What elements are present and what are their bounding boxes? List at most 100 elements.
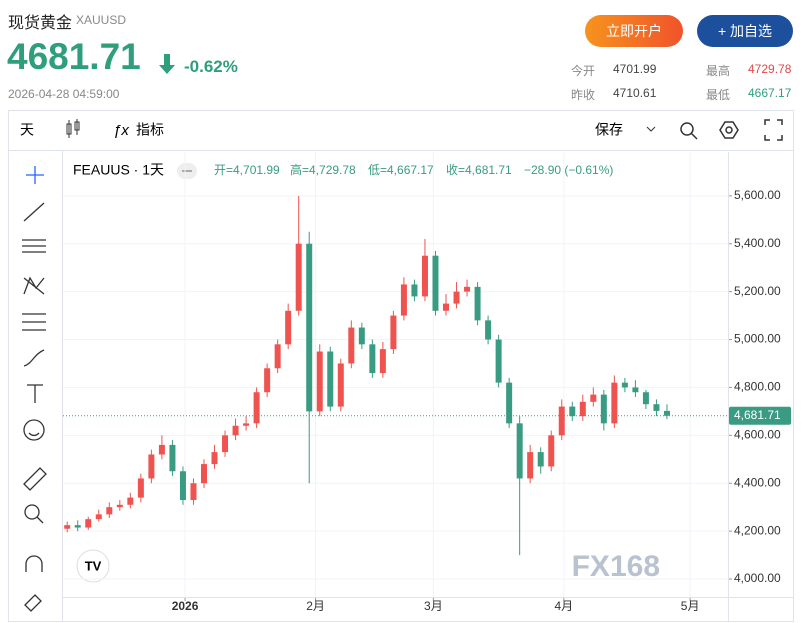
candle-body: [348, 327, 355, 364]
candle-body: [243, 423, 250, 426]
stat-label: 今开: [571, 64, 596, 78]
candle-body: [74, 525, 81, 528]
indicators-button[interactable]: 指标: [136, 122, 164, 138]
candle-body: [506, 382, 513, 424]
ohlc-value: 高=4,729.78: [290, 162, 356, 177]
candle-body: [190, 483, 197, 501]
fx-icon[interactable]: ƒx: [113, 122, 129, 139]
candle-body: [85, 519, 92, 528]
candle-body: [200, 464, 207, 484]
candle-body: [337, 363, 344, 407]
candle-body: [327, 351, 334, 407]
y-tick-label: 4,200.00: [734, 523, 781, 537]
candle-body: [148, 454, 155, 479]
save-dropdown[interactable]: [646, 126, 656, 132]
toolbar-icons[interactable]: [680, 119, 783, 141]
candle-body: [369, 344, 376, 374]
candle-body: [358, 327, 365, 345]
candle-body: [253, 392, 260, 424]
candle-body: [137, 478, 144, 498]
candle-body: [285, 310, 292, 345]
candle-body: [116, 504, 123, 508]
chart-symbol: FEAUUS · 1天: [73, 162, 164, 178]
candle-body: [642, 392, 649, 405]
candle-body: [590, 394, 597, 402]
instrument-symbol: XAUUSD: [76, 13, 127, 27]
grid: [63, 152, 728, 597]
instrument-title: 现货黄金: [8, 15, 73, 32]
candle-body: [464, 286, 471, 292]
ohlc-value: 开=4,701.99: [214, 163, 280, 177]
stat-value: 4667.17: [748, 86, 792, 100]
ohlc-value: −28.90 (−0.61%): [524, 163, 613, 177]
candle-body: [474, 286, 481, 321]
save-button[interactable]: 保存: [595, 122, 623, 138]
candle-body: [222, 435, 229, 453]
candle-body: [127, 497, 134, 505]
candle-body: [579, 401, 586, 417]
candle-body: [527, 452, 534, 479]
candle-body: [379, 349, 386, 374]
candle-body: [295, 243, 302, 311]
stat-label: 最高: [706, 64, 731, 78]
candle-body: [558, 406, 565, 436]
candle-body: [432, 255, 439, 311]
x-tick-label: 5月: [681, 599, 700, 613]
candle-body: [264, 368, 271, 393]
y-tick-label: 5,600.00: [734, 188, 781, 202]
candle-body: [621, 382, 628, 388]
candle-body: [548, 435, 555, 467]
x-tick-label: 3月: [424, 599, 443, 613]
stat-value: 4729.78: [748, 62, 792, 76]
interval-button[interactable]: 天: [20, 122, 34, 138]
candle-body: [600, 394, 607, 424]
y-tick-label: 4,800.00: [734, 380, 781, 394]
ohlc-value: 收=4,681.71: [446, 163, 512, 177]
candle-body: [537, 452, 544, 467]
candle-body: [232, 425, 239, 436]
candle-body: [390, 315, 397, 350]
change: -0.62%: [184, 57, 238, 76]
y-tick-label: 4,400.00: [734, 475, 781, 489]
drawing-tools[interactable]: [22, 166, 47, 612]
y-tick-label: 5,400.00: [734, 236, 781, 250]
y-tick-label: 5,200.00: [734, 284, 781, 298]
x-tick-label: 2026: [172, 599, 199, 613]
candle-body: [400, 284, 407, 316]
stat-label: 最低: [706, 88, 731, 102]
tv-logo: TV: [76, 549, 110, 583]
stat-label: 昨收: [571, 88, 596, 102]
candle-body: [653, 404, 660, 411]
candle-body: [495, 339, 502, 383]
candle-body: [411, 284, 418, 297]
candles-icon[interactable]: [66, 119, 80, 138]
ohlc-value: 低=4,667.17: [368, 163, 434, 177]
candle-body: [421, 255, 428, 297]
candle-body: [169, 444, 176, 472]
svg-text:TV: TV: [85, 558, 102, 573]
candle-body: [316, 351, 323, 412]
candle-body: [106, 507, 113, 515]
last-price-tag: [729, 406, 791, 425]
candle-body: [211, 452, 218, 465]
candle-body: [569, 406, 576, 417]
candle-body: [516, 423, 523, 479]
candle-body: [95, 514, 102, 520]
candles: [64, 195, 670, 556]
stat-value: 4710.61: [613, 86, 657, 100]
candle-body: [663, 410, 670, 416]
open-account-button[interactable]: 立即开户: [585, 15, 683, 47]
price: 4681.71: [7, 36, 141, 77]
widget-frame: [8, 110, 794, 622]
x-tick-label: 4月: [555, 599, 574, 613]
candle-body: [611, 382, 618, 424]
candle-body: [274, 344, 281, 369]
candle-body: [158, 444, 165, 455]
candle-body: [485, 320, 492, 340]
last-price-label: 4,681.71: [734, 408, 781, 422]
ohlc-legend: 开=4,701.99 高=4,729.78 低=4,667.17 收=4,681.71…: [214, 162, 613, 177]
add-watchlist-button[interactable]: + 加自选: [697, 15, 793, 47]
datetime: 2026-04-28 04:59:00: [8, 87, 120, 101]
